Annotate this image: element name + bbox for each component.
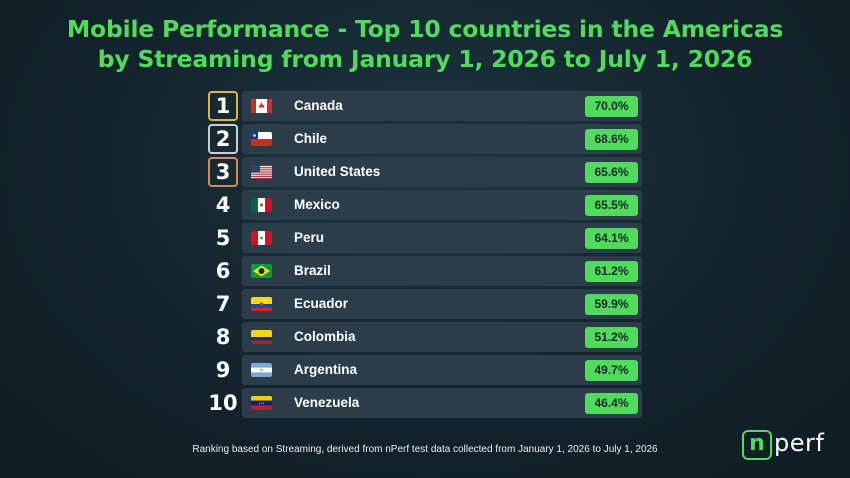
title-line-1: Mobile Performance - Top 10 countries in… — [66, 15, 784, 43]
ranking-bar: Ecuador 59.9% — [242, 289, 642, 319]
ranking-bar: Colombia 51.2% — [242, 322, 642, 352]
ranking-row: 8 Colombia 51.2% — [208, 322, 642, 355]
country-name: Venezuela — [294, 395, 360, 410]
score-badge: 46.4% — [585, 393, 638, 414]
ranking-row: 9 Argentina 49.7% — [208, 355, 642, 388]
ranking-bar: Brazil 61.2% — [242, 256, 642, 286]
peru-flag-icon — [251, 231, 272, 245]
score-badge: 68.6% — [585, 129, 638, 150]
ranking-row: 7 Ecuador 59.9% — [208, 289, 642, 322]
chile-flag-icon — [251, 132, 272, 146]
ranking-bar: Peru 64.1% — [242, 223, 642, 253]
ranking-bar: Argentina 49.7% — [242, 355, 642, 385]
page-title: Mobile Performance - Top 10 countries in… — [0, 14, 850, 74]
ranking-row: 4 Mexico 65.5% — [208, 190, 642, 223]
score-badge: 65.6% — [585, 162, 638, 183]
footnote: Ranking based on Streaming, derived from… — [192, 444, 658, 455]
score-badge: 65.5% — [585, 195, 638, 216]
ecuador-flag-icon — [251, 297, 272, 311]
country-name: Argentina — [294, 362, 358, 377]
venezuela-flag-icon — [251, 396, 272, 410]
country-name: Brazil — [294, 263, 331, 278]
ranking-row: 2 Chile 68.6% — [208, 124, 642, 157]
rank-badge: 2 — [208, 124, 238, 154]
rank-number: 9 — [215, 358, 231, 382]
ranking-row: 1 Canada 70.0% — [208, 91, 642, 124]
usa-flag-icon — [251, 165, 272, 179]
country-name: Chile — [294, 131, 328, 146]
rank-number: 5 — [215, 226, 231, 250]
score-badge: 59.9% — [585, 294, 638, 315]
rank-number: 7 — [215, 292, 231, 316]
rank-badge: 1 — [208, 91, 238, 121]
country-name: Canada — [294, 98, 343, 113]
ranking-bar: Mexico 65.5% — [242, 190, 642, 220]
argentina-flag-icon — [251, 363, 272, 377]
ranking-list: 1 Canada 70.0% 2 Chile 68.6% 3 United St… — [208, 91, 642, 421]
ranking-row: 3 United States 65.6% — [208, 157, 642, 190]
ranking-bar: Chile 68.6% — [242, 124, 642, 154]
rank-number: 4 — [215, 193, 231, 217]
score-badge: 51.2% — [585, 327, 638, 348]
score-badge: 64.1% — [585, 228, 638, 249]
rank-number: 8 — [215, 325, 231, 349]
ranking-bar: United States 65.6% — [242, 157, 642, 187]
ranking-bar: Venezuela 46.4% — [242, 388, 642, 418]
country-name: Colombia — [294, 329, 356, 344]
score-badge: 49.7% — [585, 360, 638, 381]
rank-number: 6 — [215, 259, 231, 283]
brazil-flag-icon — [251, 264, 272, 278]
country-name: Mexico — [294, 197, 340, 212]
ranking-row: 5 Peru 64.1% — [208, 223, 642, 256]
title-line-2: by Streaming from January 1, 2026 to Jul… — [97, 45, 753, 73]
logo-mark: n — [742, 430, 772, 460]
score-badge: 70.0% — [585, 96, 638, 117]
rank-badge: 3 — [208, 157, 238, 187]
ranking-row: 10 Venezuela 46.4% — [208, 388, 642, 421]
country-name: Peru — [294, 230, 325, 245]
rank-number: 10 — [208, 391, 238, 415]
colombia-flag-icon — [251, 330, 272, 344]
ranking-bar: Canada 70.0% — [242, 91, 642, 121]
canada-flag-icon — [251, 99, 272, 113]
logo-text: perf — [774, 429, 825, 457]
ranking-row: 6 Brazil 61.2% — [208, 256, 642, 289]
nperf-logo: n perf — [742, 428, 842, 462]
score-badge: 61.2% — [585, 261, 638, 282]
country-name: United States — [294, 164, 381, 179]
mexico-flag-icon — [251, 198, 272, 212]
country-name: Ecuador — [294, 296, 349, 311]
